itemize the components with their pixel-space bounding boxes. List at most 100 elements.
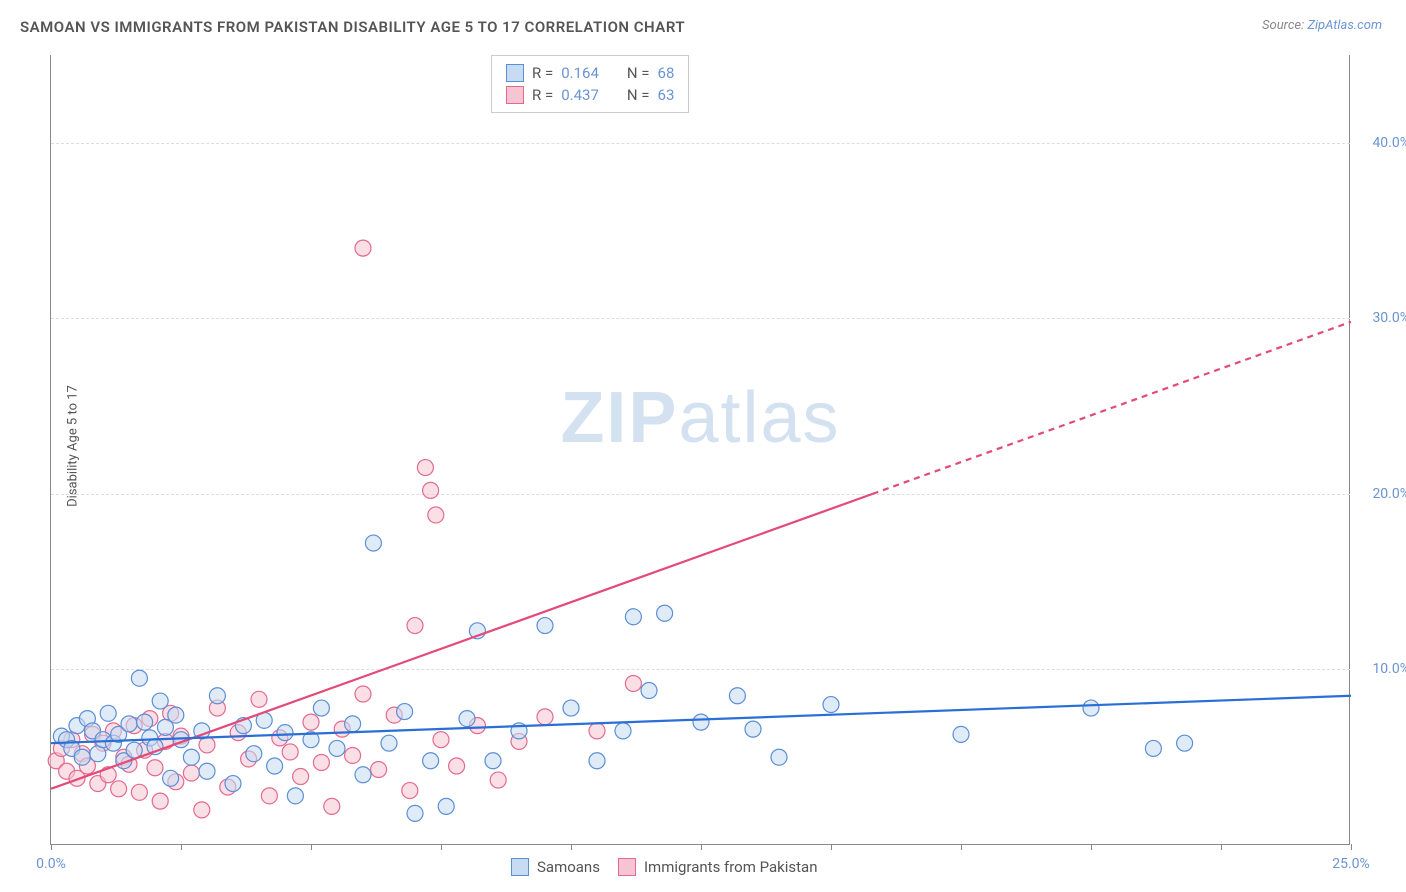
legend-label-pakistan: Immigrants from Pakistan <box>644 858 818 876</box>
scatter-point <box>537 618 553 634</box>
ytick-label: 40.0% <box>1372 135 1406 151</box>
ytick-label: 30.0% <box>1372 310 1406 326</box>
scatter-point <box>729 688 745 704</box>
scatter-point <box>625 675 641 691</box>
swatch-samoans <box>506 64 524 82</box>
scatter-point <box>267 758 283 774</box>
scatter-point <box>485 753 501 769</box>
scatter-point <box>303 714 319 730</box>
trend-line <box>51 494 873 789</box>
scatter-point <box>641 683 657 699</box>
scatter-point <box>282 744 298 760</box>
bottom-legend: Samoans Immigrants from Pakistan <box>511 858 818 876</box>
r-label: R = <box>532 64 553 82</box>
xtick-mark <box>311 844 312 850</box>
xtick-mark <box>961 844 962 850</box>
scatter-point <box>625 609 641 625</box>
scatter-point <box>402 783 418 799</box>
scatter-point <box>365 535 381 551</box>
xtick-mark <box>1221 844 1222 850</box>
scatter-point <box>953 726 969 742</box>
scatter-point <box>433 732 449 748</box>
scatter-point <box>823 697 839 713</box>
xtick-label: 25.0% <box>1332 856 1370 872</box>
scatter-point <box>417 460 433 476</box>
scatter-point <box>251 691 267 707</box>
scatter-point <box>355 767 371 783</box>
trend-line <box>873 322 1351 494</box>
ytick-label: 10.0% <box>1372 661 1406 677</box>
scatter-point <box>199 763 215 779</box>
scatter-point <box>261 788 277 804</box>
xtick-mark <box>441 844 442 850</box>
scatter-point <box>345 747 361 763</box>
scatter-point <box>163 770 179 786</box>
scatter-point <box>459 711 475 727</box>
xtick-mark <box>51 844 52 850</box>
scatter-point <box>111 781 127 797</box>
chart-container: SAMOAN VS IMMIGRANTS FROM PAKISTAN DISAB… <box>0 0 1406 892</box>
stat-legend-box: R = 0.164 N = 68 R = 0.437 N = 63 <box>491 55 689 113</box>
xtick-mark <box>181 844 182 850</box>
n-label: N = <box>627 64 650 82</box>
scatter-point <box>152 693 168 709</box>
source-value: ZipAtlas.com <box>1307 18 1382 33</box>
scatter-point <box>490 772 506 788</box>
scatter-point <box>152 793 168 809</box>
scatter-point <box>293 769 309 785</box>
swatch-samoans <box>511 858 529 876</box>
scatter-point <box>313 700 329 716</box>
scatter-point <box>137 714 153 730</box>
xtick-mark <box>701 844 702 850</box>
r-label: R = <box>532 86 553 104</box>
scatter-point <box>771 749 787 765</box>
scatter-point <box>100 705 116 721</box>
scatter-point <box>449 758 465 774</box>
scatter-point <box>147 760 163 776</box>
scatter-point <box>313 754 329 770</box>
legend-item-pakistan: Immigrants from Pakistan <box>618 858 818 876</box>
scatter-point <box>745 721 761 737</box>
xtick-mark <box>571 844 572 850</box>
xtick-mark <box>1091 844 1092 850</box>
scatter-point <box>407 805 423 821</box>
swatch-pakistan <box>618 858 636 876</box>
scatter-point <box>423 482 439 498</box>
scatter-point <box>428 507 444 523</box>
scatter-point <box>329 740 345 756</box>
scatter-point <box>381 735 397 751</box>
scatter-point <box>168 707 184 723</box>
scatter-point <box>345 716 361 732</box>
plot-area: ZIPatlas 10.0%20.0%30.0%40.0% R = 0.164 … <box>50 55 1350 845</box>
stat-row-samoans: R = 0.164 N = 68 <box>506 62 674 84</box>
scatter-point <box>537 709 553 725</box>
scatter-point <box>371 762 387 778</box>
xtick-mark <box>831 844 832 850</box>
scatter-point <box>693 714 709 730</box>
swatch-pakistan <box>506 86 524 104</box>
scatter-point <box>324 798 340 814</box>
scatter-point <box>121 716 137 732</box>
scatter-point <box>1177 735 1193 751</box>
scatter-point <box>183 765 199 781</box>
scatter-point <box>397 704 413 720</box>
n-label: N = <box>627 86 650 104</box>
scatter-point <box>657 605 673 621</box>
ytick-label: 20.0% <box>1372 486 1406 502</box>
scatter-point <box>1145 740 1161 756</box>
n-value-pakistan: 63 <box>658 86 675 104</box>
scatter-svg <box>51 55 1350 844</box>
xtick-mark <box>1351 844 1352 850</box>
scatter-point <box>277 725 293 741</box>
legend-label-samoans: Samoans <box>537 858 600 876</box>
scatter-point <box>183 749 199 765</box>
scatter-point <box>287 788 303 804</box>
scatter-point <box>589 753 605 769</box>
scatter-point <box>1083 700 1099 716</box>
scatter-point <box>563 700 579 716</box>
scatter-point <box>438 798 454 814</box>
scatter-point <box>74 749 90 765</box>
source-label: Source: <box>1262 18 1307 33</box>
legend-item-samoans: Samoans <box>511 858 600 876</box>
scatter-point <box>131 670 147 686</box>
